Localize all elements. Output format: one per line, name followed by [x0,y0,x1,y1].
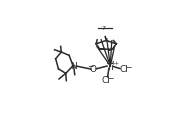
Text: −: − [125,63,131,72]
Text: Cl: Cl [119,65,128,74]
Text: N: N [70,62,76,71]
Text: 7: 7 [101,26,105,31]
Text: −: − [87,62,93,71]
Text: Ti: Ti [106,62,114,71]
Text: 4+: 4+ [111,61,120,66]
Text: O: O [89,65,96,74]
Text: Cl: Cl [101,75,110,84]
Text: −: − [107,73,114,82]
